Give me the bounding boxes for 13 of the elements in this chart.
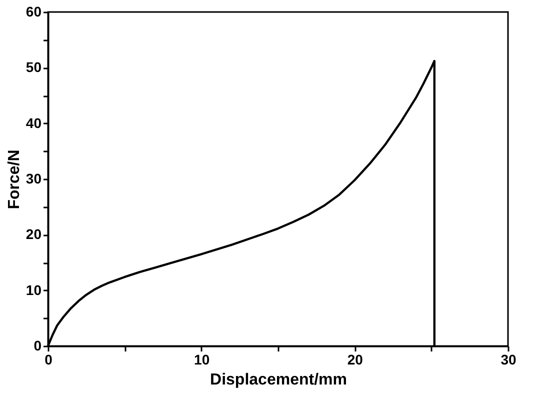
y-tick-label: 0 (34, 338, 42, 354)
y-tick-label: 30 (26, 170, 42, 186)
y-tick-label: 10 (26, 282, 42, 298)
y-tick-label: 50 (26, 59, 42, 76)
x-tick-label: 20 (347, 352, 364, 368)
x-tick-label: 30 (500, 352, 516, 368)
x-tick-label: 0 (44, 352, 53, 368)
y-tick-label: 20 (26, 226, 42, 242)
y-tick-label: 60 (26, 4, 42, 20)
x-axis-title: Displacement/mm (210, 372, 347, 388)
y-tick-label: 40 (26, 114, 42, 131)
y-axis-title: Force/N (6, 150, 23, 210)
x-tick-label: 10 (194, 352, 210, 368)
